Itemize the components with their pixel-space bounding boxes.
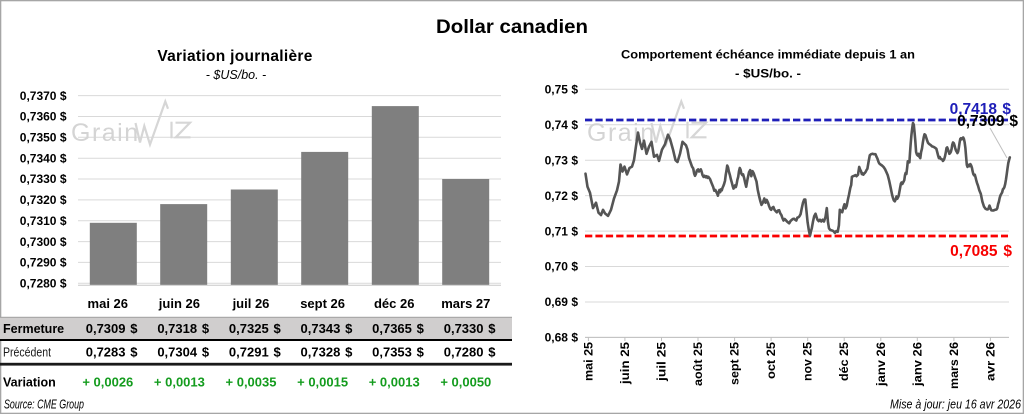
svg-text:janv 26: janv 26 [874,342,888,387]
svg-text:$: $ [345,321,353,336]
svg-text:0,7330 $: 0,7330 $ [20,172,67,186]
svg-text:+ 0,0013: + 0,0013 [369,375,420,390]
svg-text:avr 26: avr 26 [983,342,997,381]
svg-text:$: $ [417,345,425,360]
svg-text:déc 25: déc 25 [837,342,851,381]
svg-text:0,7290 $: 0,7290 $ [20,256,67,270]
svg-text:0,7343: 0,7343 [301,321,341,336]
svg-text:$: $ [273,345,281,360]
svg-text:juil 25: juil 25 [655,342,669,383]
svg-text:Source: CME Group: Source: CME Group [4,398,84,412]
svg-text:0,7325: 0,7325 [229,321,269,336]
svg-text:mai 26: mai 26 [88,296,128,311]
svg-text:0,7330: 0,7330 [444,321,484,336]
svg-text:0,7291: 0,7291 [229,345,269,360]
svg-text:juin 26: juin 26 [158,296,200,311]
svg-text:0,70 $: 0,70 $ [545,260,579,274]
svg-text:mai 25: mai 25 [581,342,595,381]
svg-text:0,7280: 0,7280 [444,345,484,360]
svg-text:oct 25: oct 25 [764,342,778,379]
svg-text:+ 0,0035: + 0,0035 [226,375,277,390]
svg-text:$: $ [417,321,425,336]
svg-text:Variation journalière: Variation journalière [157,48,312,65]
svg-text:juin 25: juin 25 [618,342,632,385]
svg-text:0,7350 $: 0,7350 $ [20,131,67,145]
svg-text:0,7370 $: 0,7370 $ [20,89,67,103]
svg-text:$: $ [1002,101,1011,118]
svg-text:mars 26: mars 26 [947,342,961,389]
svg-text:Fermeture: Fermeture [3,322,64,336]
svg-text:0,7353: 0,7353 [372,345,412,360]
svg-text:juil 26: juil 26 [232,296,270,311]
svg-text:Dollar canadien: Dollar canadien [436,17,588,38]
svg-text:$: $ [1003,243,1012,260]
svg-text:0,7300 $: 0,7300 $ [20,235,67,249]
svg-text:+ 0,0015: + 0,0015 [297,375,348,390]
svg-text:0,7304: 0,7304 [157,345,198,360]
svg-text:0,7340 $: 0,7340 $ [20,151,67,165]
svg-text:$: $ [130,321,138,336]
svg-text:0,69 $: 0,69 $ [545,295,579,309]
svg-text:- $US/bo. -: - $US/bo. - [206,68,266,82]
svg-text:mars 27: mars 27 [441,296,490,311]
svg-text:0,71 $: 0,71 $ [545,224,579,238]
svg-text:0,68 $: 0,68 $ [545,331,579,345]
svg-text:0,72 $: 0,72 $ [545,189,579,203]
svg-text:0,7328: 0,7328 [301,345,341,360]
svg-text:déc 26: déc 26 [374,296,414,311]
svg-text:0,7318: 0,7318 [157,321,197,336]
svg-text:$: $ [202,321,210,336]
svg-text:0,7310 $: 0,7310 $ [20,214,67,228]
svg-text:0,7085: 0,7085 [950,243,998,260]
svg-text:+ 0,0050: + 0,0050 [440,375,491,390]
svg-text:0,73 $: 0,73 $ [545,153,579,167]
svg-text:Grain: Grain [71,119,140,147]
svg-text:0,7283: 0,7283 [86,345,126,360]
svg-text:0,7418: 0,7418 [950,101,998,118]
svg-text:$: $ [488,321,496,336]
svg-text:Mise à jour: jeu 16 avr 2026: Mise à jour: jeu 16 avr 2026 [890,398,1021,412]
svg-text:+ 0,0013: + 0,0013 [154,375,205,390]
svg-text:août 25: août 25 [691,342,705,386]
svg-text:nov 25: nov 25 [801,342,815,381]
svg-text:Variation: Variation [3,376,56,390]
svg-text:0,7309: 0,7309 [86,321,126,336]
svg-text:sept 26: sept 26 [300,296,345,311]
svg-text:0,7365: 0,7365 [372,321,412,336]
svg-text:$: $ [1009,113,1018,130]
svg-text:$: $ [130,345,138,360]
svg-text:Précédent: Précédent [3,346,51,360]
svg-text:sept 25: sept 25 [728,342,742,385]
svg-text:0,75 $: 0,75 $ [545,83,579,97]
svg-text:0,74 $: 0,74 $ [545,118,579,132]
svg-text:0,7280 $: 0,7280 $ [20,277,67,291]
svg-text:0,7309: 0,7309 [957,113,1005,130]
svg-text:Comportement échéance immédiat: Comportement échéance immédiate depuis 1… [621,48,915,62]
svg-text:0,7320 $: 0,7320 $ [20,193,67,207]
svg-text:0,7360 $: 0,7360 $ [20,110,67,124]
svg-text:janv 26: janv 26 [910,342,924,387]
svg-text:$: $ [273,321,281,336]
svg-text:$: $ [345,345,353,360]
svg-text:$: $ [202,345,210,360]
svg-text:- $US/bo. -: - $US/bo. - [735,67,801,81]
svg-text:$: $ [488,345,496,360]
svg-text:+ 0,0026: + 0,0026 [82,375,133,390]
